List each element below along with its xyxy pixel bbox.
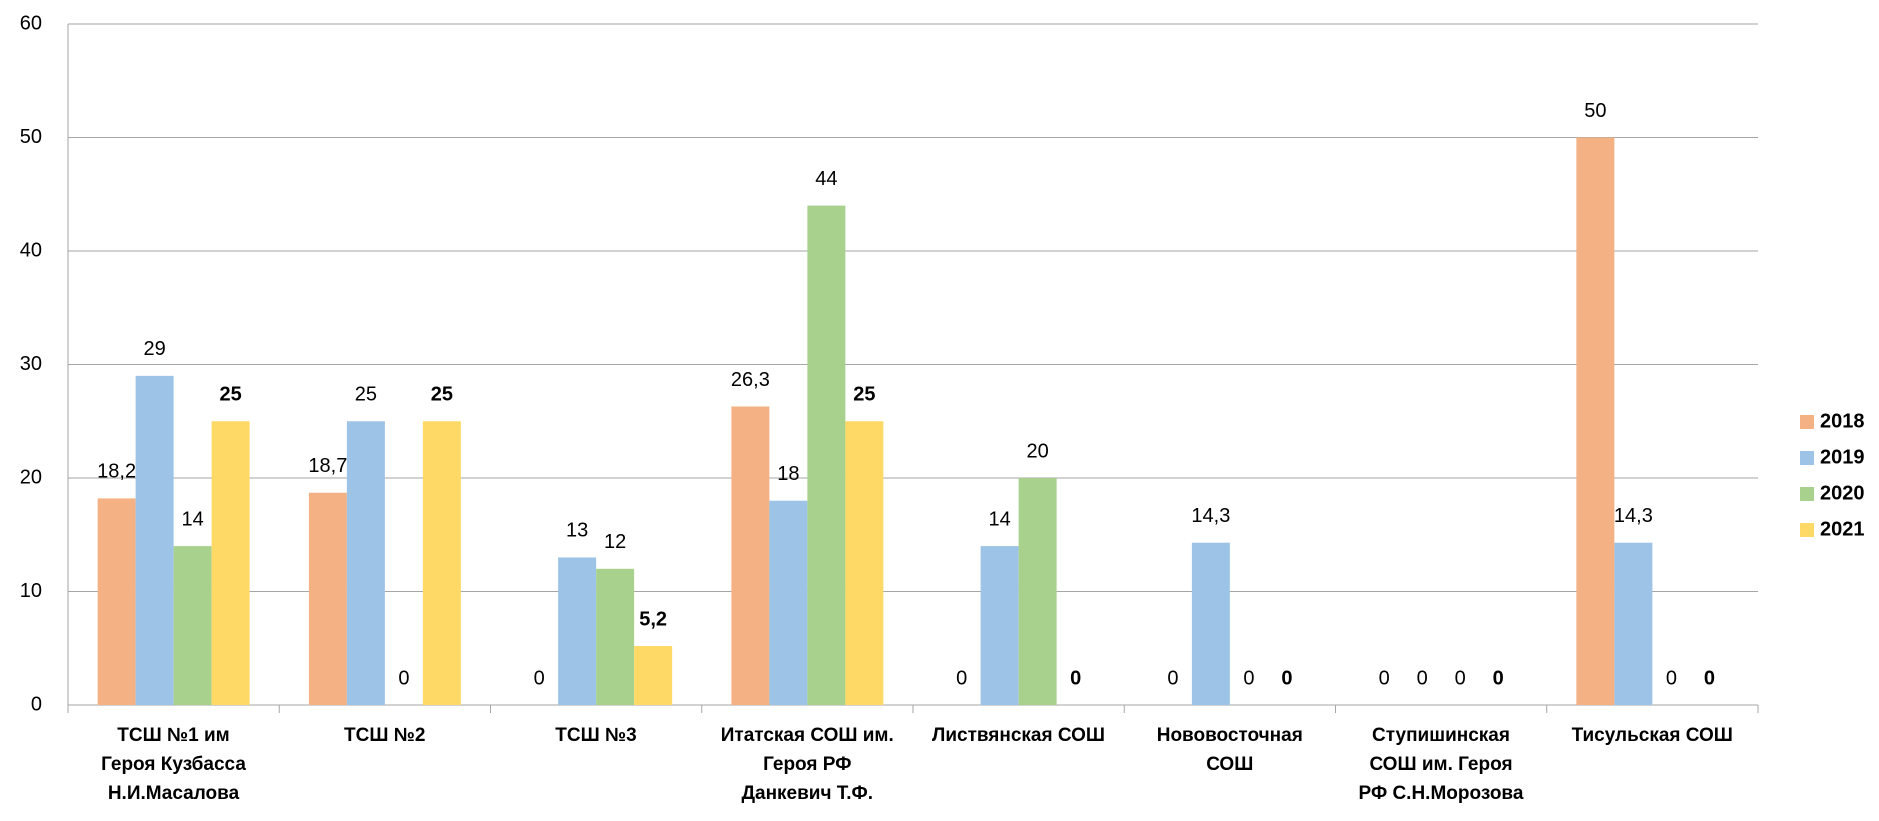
bar: [1614, 542, 1653, 705]
data-label: 18,2: [97, 461, 136, 483]
data-label: 0: [1167, 667, 1178, 689]
y-tick-label: 50: [20, 126, 42, 148]
data-label: 0: [1417, 667, 1428, 689]
x-tick-label: Итатская СОШ им. Героя РФ Данкевич Т.Ф.: [720, 725, 894, 804]
y-tick-label: 20: [20, 466, 42, 488]
x-tick-label: ТСШ №1 им Героя Кузбасса Н.И.Масалова: [101, 725, 246, 804]
bar: [211, 421, 250, 705]
data-label: 14: [182, 508, 204, 530]
y-tick-label: 0: [31, 693, 42, 715]
data-label: 0: [1281, 667, 1292, 689]
data-label: 0: [534, 667, 545, 689]
data-label: 26,3: [731, 369, 770, 391]
bar: [558, 557, 597, 705]
x-tick-label: Ступишинская СОШ им. Героя РФ С.Н.Морозо…: [1358, 725, 1524, 804]
data-label: 0: [1070, 667, 1081, 689]
y-tick-label: 60: [20, 12, 42, 34]
legend-label: 2021: [1820, 518, 1865, 540]
data-label: 13: [566, 520, 588, 542]
data-label: 12: [604, 531, 626, 553]
data-label: 25: [431, 384, 453, 406]
bar: [845, 421, 884, 705]
bar: [173, 546, 212, 705]
bar: [807, 205, 846, 705]
legend-label: 2018: [1820, 410, 1865, 432]
data-label: 0: [1243, 667, 1254, 689]
data-label: 0: [1493, 667, 1504, 689]
x-tick-label: ТСШ №3: [555, 725, 637, 746]
data-label: 25: [853, 384, 875, 406]
x-tick-label: Листвянская СОШ: [931, 725, 1105, 746]
bar: [731, 406, 770, 705]
legend-label: 2019: [1820, 446, 1865, 468]
bar: [769, 500, 808, 705]
bar: [1576, 137, 1615, 705]
legend-swatch: [1800, 523, 1814, 537]
data-label: 0: [1455, 667, 1466, 689]
bar: [308, 492, 347, 705]
y-tick-label: 30: [20, 353, 42, 375]
bar: [1191, 542, 1230, 705]
data-label: 0: [956, 667, 967, 689]
data-label: 25: [355, 384, 377, 406]
data-label: 18,7: [308, 455, 347, 477]
bar: [346, 421, 385, 705]
data-label: 44: [815, 168, 837, 190]
data-label: 14,3: [1191, 505, 1230, 527]
data-label: 50: [1584, 100, 1606, 122]
x-tick-label: ТСШ №2: [344, 725, 426, 746]
legend-swatch: [1800, 451, 1814, 465]
legend-swatch: [1800, 415, 1814, 429]
bar: [422, 421, 461, 705]
data-label: 25: [220, 384, 242, 406]
x-tick-label: Тисульская СОШ: [1571, 725, 1733, 746]
data-label: 0: [1666, 667, 1677, 689]
y-tick-label: 40: [20, 239, 42, 261]
x-tick-label: Нововосточная СОШ: [1156, 725, 1303, 775]
data-label: 14,3: [1614, 505, 1653, 527]
bar: [1018, 478, 1057, 705]
data-label: 14: [989, 508, 1011, 530]
y-tick-label: 10: [20, 580, 42, 602]
data-label: 0: [1379, 667, 1390, 689]
bar: [634, 645, 673, 705]
data-label: 0: [1704, 667, 1715, 689]
legend-label: 2020: [1820, 482, 1865, 504]
data-label: 20: [1027, 440, 1049, 462]
bar: [97, 498, 136, 705]
data-label: 18: [777, 463, 799, 485]
data-label: 0: [398, 667, 409, 689]
bar: [596, 568, 635, 705]
data-label: 5,2: [639, 608, 667, 630]
bar: [135, 375, 174, 705]
legend-swatch: [1800, 487, 1814, 501]
data-label: 29: [144, 338, 166, 360]
bar: [980, 546, 1019, 705]
